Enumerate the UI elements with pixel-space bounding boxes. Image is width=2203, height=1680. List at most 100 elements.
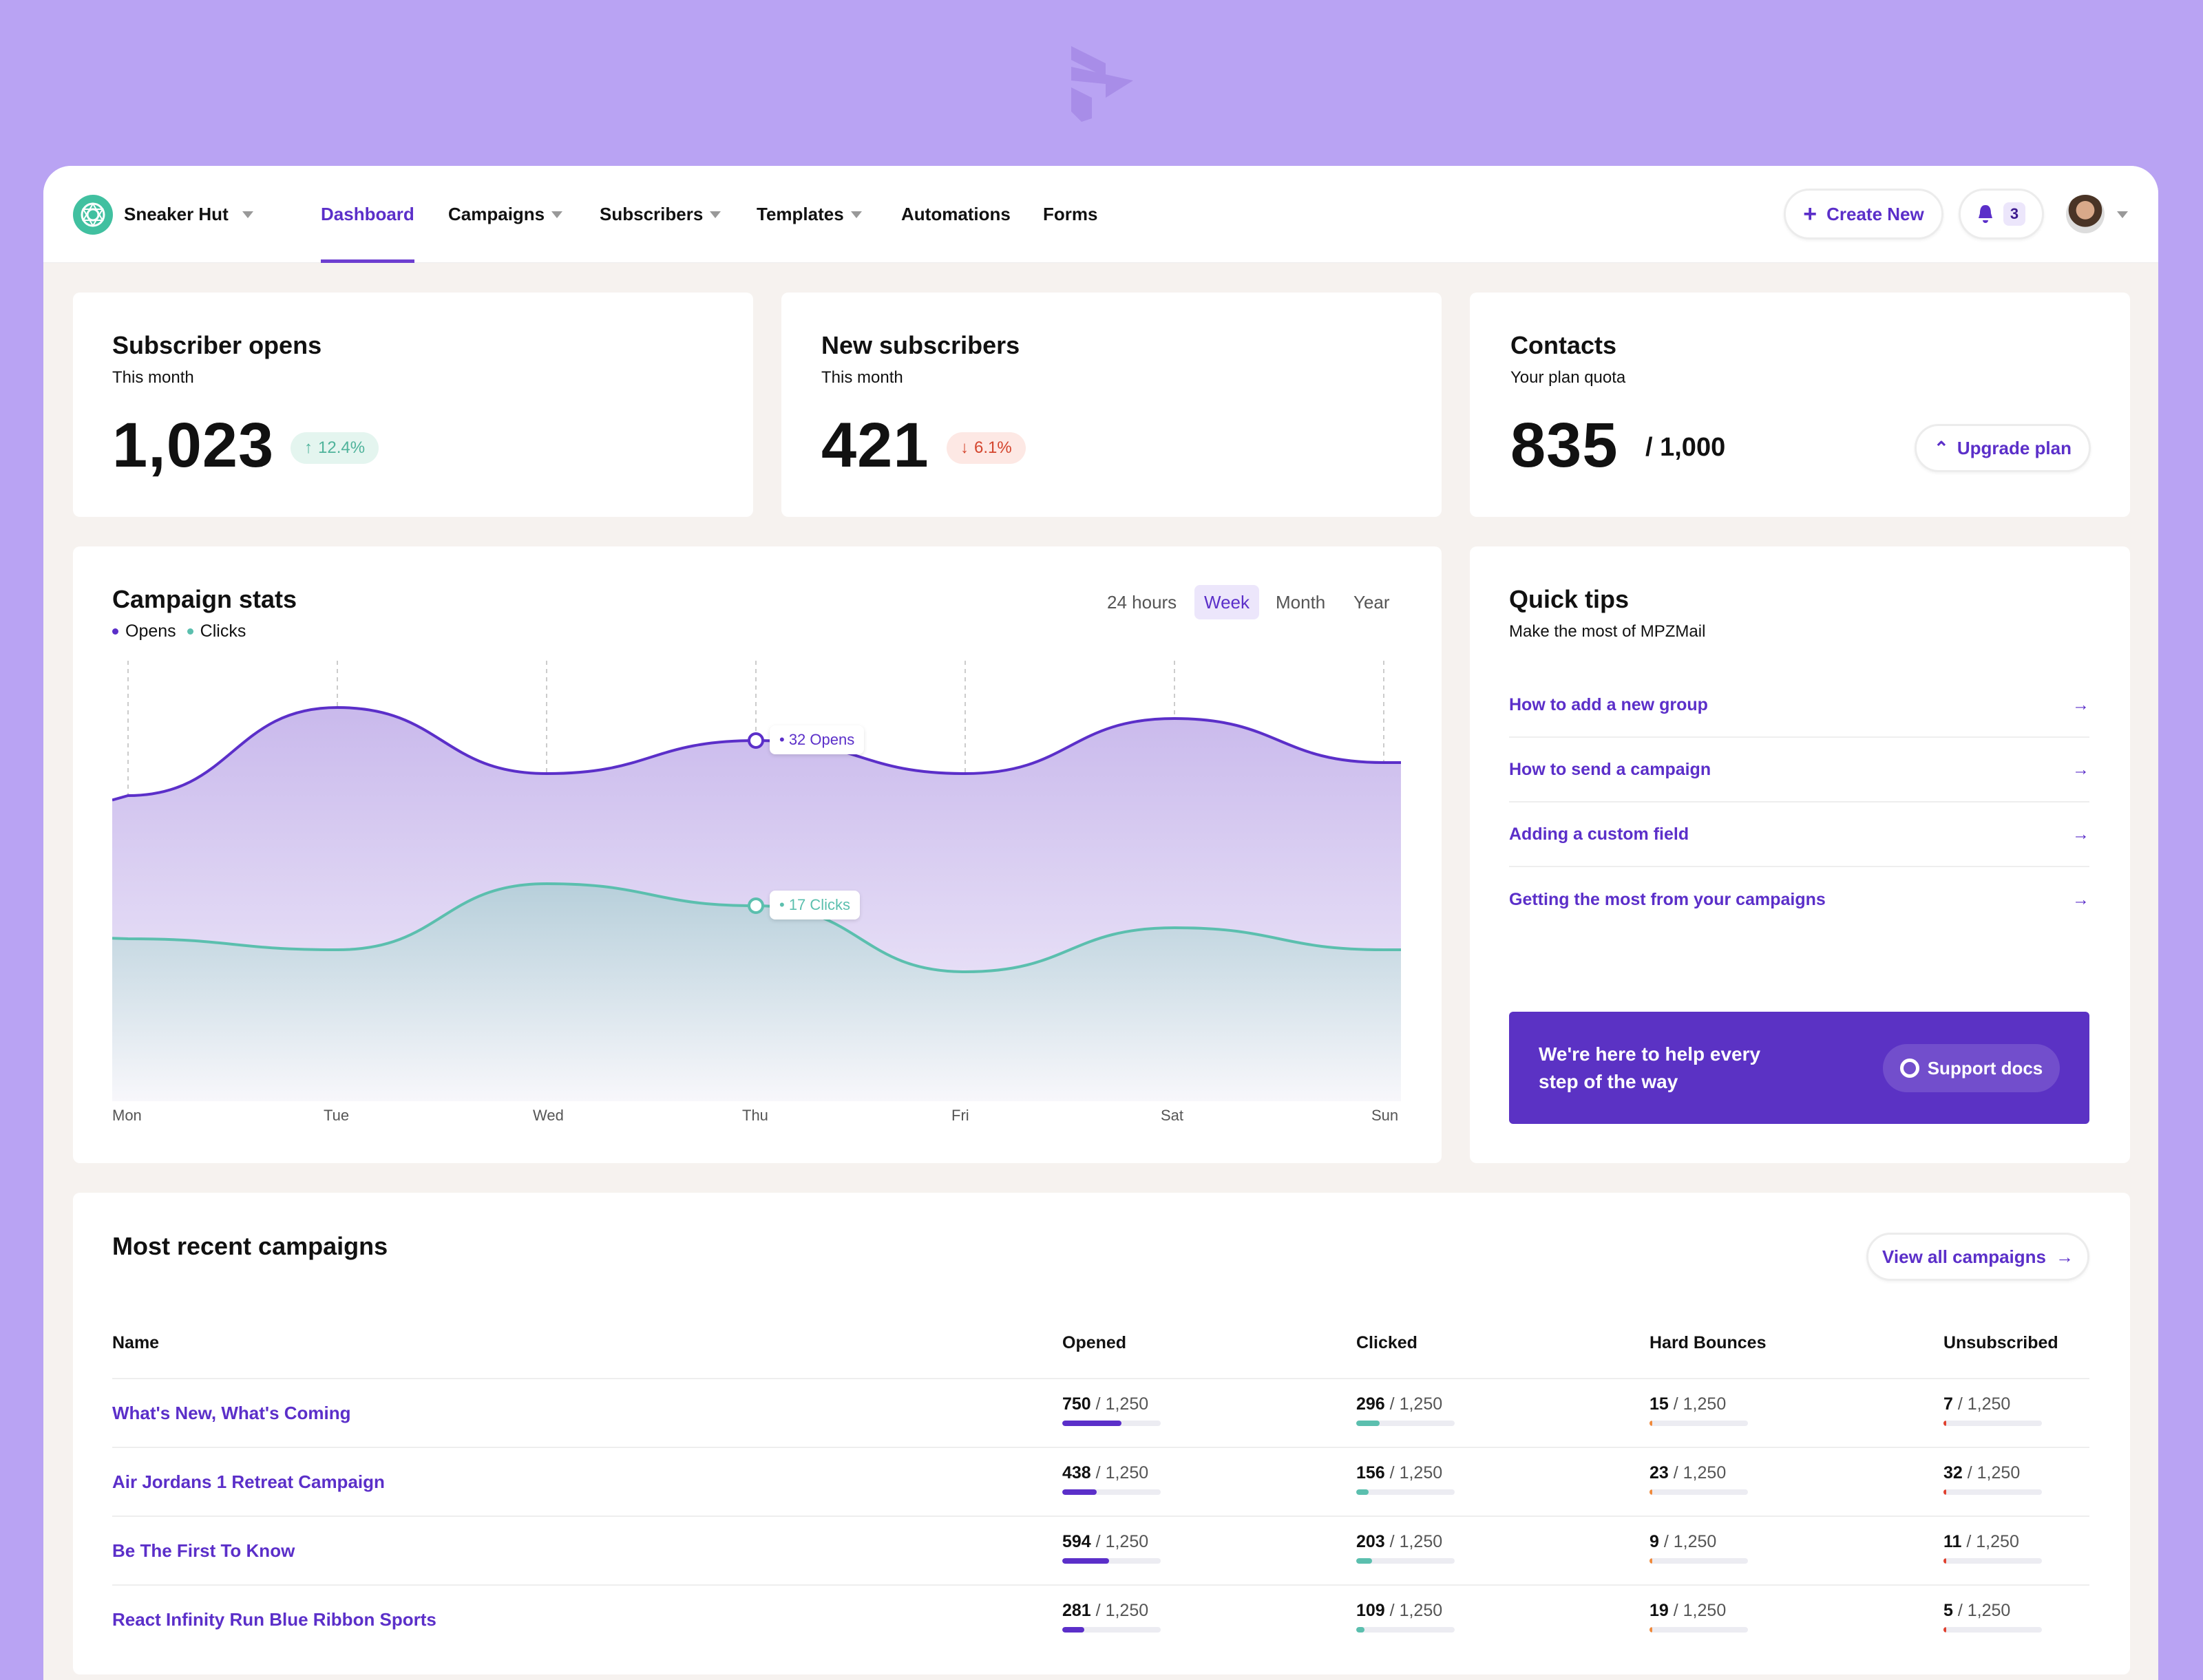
x-axis-label: Thu (742, 1107, 768, 1124)
data-point-opens (748, 732, 764, 749)
stat-card-contacts: Contacts Your plan quota 835 / 1,000 ⌃ Up… (1470, 293, 2130, 517)
notifications-button[interactable]: 3 (1959, 189, 2044, 240)
create-new-button[interactable]: + Create New (1784, 189, 1943, 240)
support-banner: We're here to help every step of the way… (1509, 1012, 2089, 1124)
arrow-up-icon: ↑ (304, 438, 313, 457)
quick-tip-link[interactable]: Getting the most from your campaigns → (1509, 889, 2089, 909)
card-subtitle: Your plan quota (1510, 368, 1626, 387)
clicked-cell: 296 / 1,250 (1356, 1394, 1443, 1414)
chevron-down-icon (850, 211, 862, 218)
unsub-cell: 5 / 1,250 (1943, 1601, 2011, 1620)
column-header-opened[interactable]: Opened (1062, 1333, 1127, 1352)
unsub-progress-bar (1943, 1558, 2042, 1564)
card-title: Subscriber opens (112, 331, 322, 359)
range-tab-year[interactable]: Year (1353, 591, 1390, 613)
campaign-chart[interactable] (112, 661, 1401, 1101)
column-header-name[interactable]: Name (112, 1333, 160, 1352)
quick-tip-link[interactable]: Adding a custom field → (1509, 802, 2089, 867)
range-tab-24h[interactable]: 24 hours (1107, 591, 1177, 613)
nav-dashboard[interactable]: Dashboard (321, 166, 414, 263)
table-row: Be The First To Know 594 / 1,250 203 / 1,… (112, 1516, 2089, 1584)
card-title: Contacts (1510, 331, 1617, 359)
view-all-campaigns-button[interactable]: View all campaigns → (1866, 1233, 2089, 1281)
stat-card-new-subscribers: New subscribers This month 421 ↓ 6.1% (781, 293, 1442, 517)
stat-card-subscriber-opens: Subscriber opens This month 1,023 ↑ 12.4% (73, 293, 753, 517)
bounces-progress-bar (1649, 1421, 1748, 1426)
bounces-progress-bar (1649, 1627, 1748, 1633)
tooltip-clicks: • 17 Clicks (770, 891, 861, 919)
user-avatar[interactable] (2066, 195, 2105, 233)
x-axis-label: Wed (533, 1107, 564, 1124)
chevron-down-icon (710, 211, 721, 218)
support-docs-button[interactable]: Support docs (1883, 1044, 2060, 1092)
campaign-name-link[interactable]: Air Jordans 1 Retreat Campaign (112, 1471, 385, 1492)
column-header-hard-bounces[interactable]: Hard Bounces (1649, 1333, 1767, 1352)
clicked-cell: 156 / 1,250 (1356, 1463, 1443, 1482)
trend-badge: ↑ 12.4% (291, 432, 379, 464)
chevron-down-icon[interactable] (2117, 211, 2128, 218)
x-axis-label: Mon (112, 1107, 142, 1124)
plus-icon: + (1803, 200, 1817, 227)
range-tab-week[interactable]: Week (1194, 585, 1259, 619)
opened-cell: 438 / 1,250 (1062, 1463, 1149, 1482)
stat-value: 835 (1510, 410, 1619, 480)
card-subtitle: This month (112, 368, 194, 387)
quick-tip-link[interactable]: How to add a new group → (1509, 673, 2089, 738)
clicked-progress-bar (1356, 1558, 1455, 1564)
x-axis-label: Sun (1371, 1107, 1399, 1124)
table-row: What's New, What's Coming 750 / 1,250 296… (112, 1378, 2089, 1447)
range-tab-month[interactable]: Month (1276, 591, 1326, 613)
x-axis-label: Tue (324, 1107, 350, 1124)
bounces-cell: 15 / 1,250 (1649, 1394, 1727, 1414)
opened-progress-bar (1062, 1627, 1161, 1633)
recent-campaigns-card (73, 1193, 2130, 1674)
table-row: Air Jordans 1 Retreat Campaign 438 / 1,25… (112, 1447, 2089, 1516)
bell-icon (1978, 205, 1992, 223)
chevron-down-icon (242, 211, 253, 218)
notification-count: 3 (2003, 202, 2026, 226)
bounces-cell: 23 / 1,250 (1649, 1463, 1727, 1482)
arrow-right-icon: → (2072, 694, 2089, 714)
opened-cell: 281 / 1,250 (1062, 1601, 1149, 1620)
unsub-progress-bar (1943, 1627, 2042, 1633)
bounces-cell: 9 / 1,250 (1649, 1532, 1717, 1551)
arrow-right-icon: → (2072, 759, 2089, 779)
campaign-name-link[interactable]: What's New, What's Coming (112, 1403, 351, 1423)
workspace-switcher[interactable]: Sneaker Hut (73, 166, 253, 263)
opened-progress-bar (1062, 1558, 1161, 1564)
arrow-down-icon: ↓ (960, 438, 969, 457)
unsub-progress-bar (1943, 1489, 2042, 1495)
data-point-clicks (748, 897, 764, 914)
tips-subtitle: Make the most of MPZMail (1509, 622, 1706, 641)
nav-forms[interactable]: Forms (1043, 204, 1098, 224)
nav-automations[interactable]: Automations (901, 204, 1011, 224)
lifebuoy-icon (1899, 1059, 1919, 1078)
nav-templates[interactable]: Templates (757, 166, 862, 263)
opened-cell: 594 / 1,250 (1062, 1532, 1149, 1551)
tooltip-opens: • 32 Opens (770, 725, 865, 754)
nav-campaigns[interactable]: Campaigns (448, 166, 563, 263)
column-header-clicked[interactable]: Clicked (1356, 1333, 1417, 1352)
opened-cell: 750 / 1,250 (1062, 1394, 1149, 1414)
unsub-cell: 7 / 1,250 (1943, 1394, 2011, 1414)
top-nav: Sneaker Hut + Create New 3 Dashboard Campa… (43, 166, 2158, 263)
quota-total: / 1,000 (1645, 433, 1726, 462)
column-header-unsubscribed[interactable]: Unsubscribed (1943, 1333, 2058, 1352)
upgrade-plan-button[interactable]: ⌃ Upgrade plan (1915, 424, 2091, 472)
stat-value: 421 (821, 410, 929, 480)
unsub-cell: 11 / 1,250 (1943, 1532, 2019, 1551)
card-subtitle: This month (821, 368, 903, 387)
tips-title: Quick tips (1509, 585, 1630, 613)
table-title: Most recent campaigns (112, 1232, 388, 1260)
campaign-name-link[interactable]: Be The First To Know (112, 1540, 295, 1561)
opened-progress-bar (1062, 1489, 1161, 1495)
bounces-progress-bar (1649, 1558, 1748, 1564)
x-axis-label: Fri (951, 1107, 969, 1124)
nav-subscribers[interactable]: Subscribers (600, 166, 721, 263)
quick-tip-link[interactable]: How to send a campaign → (1509, 738, 2089, 802)
bounces-progress-bar (1649, 1489, 1748, 1495)
campaign-name-link[interactable]: React Infinity Run Blue Ribbon Sports (112, 1609, 436, 1630)
clicked-progress-bar (1356, 1421, 1455, 1426)
card-title: New subscribers (821, 331, 1020, 359)
stat-value: 1,023 (112, 410, 275, 480)
